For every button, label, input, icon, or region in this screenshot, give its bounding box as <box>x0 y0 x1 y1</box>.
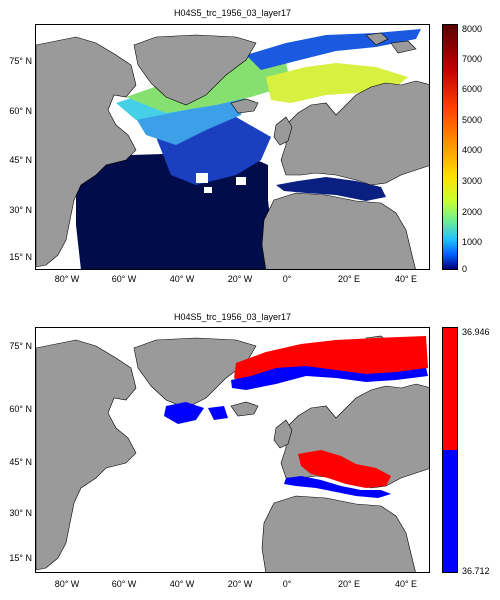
map-canvas <box>36 335 429 572</box>
colorbar-label: 5000 <box>462 115 483 125</box>
colorbar-label: 7000 <box>462 54 483 64</box>
lat-label: 30° N <box>9 508 32 518</box>
land-masses <box>36 32 429 269</box>
lat-label: 60° N <box>9 404 32 414</box>
lon-label: 20° W <box>227 579 253 589</box>
lon-label: 60° W <box>111 579 137 589</box>
lon-label: 40° E <box>394 579 418 589</box>
colorbar-label: 0 <box>462 264 468 274</box>
europe-land <box>280 80 429 186</box>
labrador-blue-patch <box>164 402 204 424</box>
lat-label: 15° N <box>9 553 32 563</box>
lon-label: 60° W <box>111 274 137 284</box>
mediterranean-red-field <box>298 450 391 488</box>
mediterranean-blue-edge <box>284 476 391 498</box>
lat-label: 60° N <box>9 106 32 116</box>
africa-land <box>261 495 416 572</box>
lon-label: 20° W <box>227 274 253 284</box>
lon-label: 40° W <box>169 579 195 589</box>
colorbar <box>442 24 458 270</box>
lon-label: 80° W <box>54 579 80 589</box>
lon-label: 40° E <box>394 274 418 284</box>
lon-label: 80° W <box>54 274 80 284</box>
africa-land <box>261 192 416 269</box>
greenland-land <box>133 34 257 106</box>
svalbard-land <box>365 32 389 46</box>
lon-label: 0° <box>282 274 292 284</box>
map-panel-bottom: H04S5_trc_1956_03_layer17 <box>0 300 500 600</box>
north-america-land <box>36 339 137 571</box>
deep-ocean-field <box>76 153 276 269</box>
lat-label: 75° N <box>9 341 32 351</box>
lat-label: 45° N <box>9 155 32 165</box>
colorbar-label: 36.712 <box>462 566 490 576</box>
tracer-field <box>164 336 428 498</box>
iceland-land <box>230 401 259 417</box>
lat-label: 30° N <box>9 205 32 215</box>
colorbar-label: 8000 <box>462 24 483 34</box>
lon-label: 20° E <box>337 274 361 284</box>
map-frame <box>35 327 430 573</box>
greenland-land <box>133 337 257 409</box>
mediterranean-field <box>276 177 386 201</box>
lon-label: 20° E <box>337 579 361 589</box>
arctic-blue-edge <box>231 366 428 390</box>
colorbar-high-segment <box>443 328 457 450</box>
arctic-islands-land <box>390 40 417 54</box>
lat-label: 15° N <box>9 252 32 262</box>
north-america-land <box>36 36 137 268</box>
colorbar-label: 36.946 <box>462 327 490 337</box>
colorbar-label: 4000 <box>462 145 483 155</box>
lat-label: 45° N <box>9 457 32 467</box>
colorbar-label: 6000 <box>462 84 483 94</box>
lon-label: 40° W <box>169 274 195 284</box>
map-title: H04S5_trc_1956_03_layer17 <box>173 312 292 322</box>
iceland-land <box>230 98 259 114</box>
lon-label: 0° <box>282 579 292 589</box>
no-data-patches <box>196 173 246 193</box>
uk-land <box>273 419 293 449</box>
map-canvas <box>36 29 429 269</box>
lat-label: 75° N <box>9 56 32 66</box>
colorbar-low-segment <box>443 450 457 572</box>
colorbar-label: 3000 <box>462 176 483 186</box>
yellow-band <box>266 63 408 103</box>
uk-land <box>273 116 293 146</box>
map-title: H04S5_trc_1956_03_layer17 <box>173 8 292 18</box>
colorbar <box>442 327 458 573</box>
colorbar-label: 1000 <box>462 237 483 247</box>
irminger-blue-patch <box>208 406 228 420</box>
colorbar-label: 2000 <box>462 207 483 217</box>
map-frame <box>35 24 430 270</box>
map-panel-top: H04S5_trc_1956_03_layer17 <box>9 8 483 284</box>
